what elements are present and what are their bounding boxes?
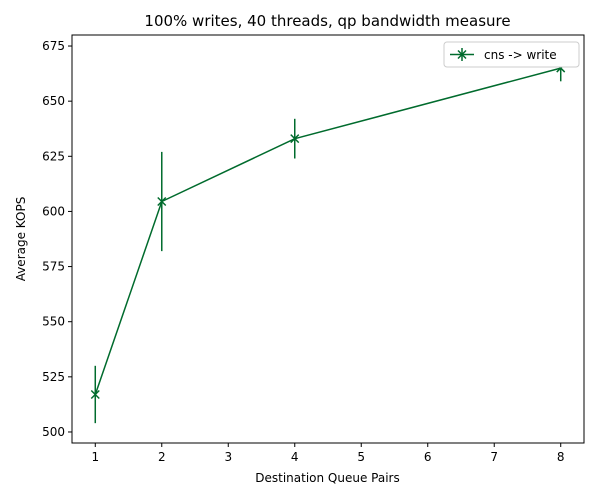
data-point-marker <box>290 134 300 144</box>
x-tick-label: 4 <box>291 450 299 464</box>
series-line <box>94 67 561 395</box>
data-point-marker <box>90 389 100 400</box>
y-tick-label: 650 <box>42 94 65 108</box>
x-tick-label: 8 <box>557 450 565 464</box>
y-tick-label: 575 <box>42 260 65 274</box>
y-tick-label: 525 <box>42 370 65 384</box>
x-tick-label: 6 <box>424 450 432 464</box>
x-tick-label: 5 <box>357 450 365 464</box>
x-tick-label: 7 <box>490 450 498 464</box>
x-tick-label: 1 <box>91 450 99 464</box>
y-tick-label: 500 <box>42 425 65 439</box>
plot-area <box>71 34 585 444</box>
y-tick-label: 600 <box>42 204 65 218</box>
y-tick-label: 550 <box>42 315 65 329</box>
y-axis: 500 525 550 575 600 625 650 675 <box>42 39 72 439</box>
series-layer <box>90 61 566 424</box>
x-tick-label: 2 <box>158 450 166 464</box>
legend-label-cns-write: cns -> write <box>484 48 557 62</box>
chart-title: 100% writes, 40 threads, qp bandwidth me… <box>144 12 510 30</box>
y-tick-label: 625 <box>42 149 65 163</box>
x-tick-label: 3 <box>224 450 232 464</box>
y-axis-label: Average KOPS <box>14 197 28 282</box>
legend-box <box>443 41 580 68</box>
legend: cns -> write <box>443 41 580 68</box>
y-tick-label: 675 <box>42 39 65 53</box>
x-axis: 1 2 3 4 5 6 7 8 <box>91 443 565 464</box>
data-point-marker <box>157 196 167 207</box>
x-axis-label: Destination Queue Pairs <box>255 471 399 485</box>
plot-frame <box>71 34 585 444</box>
